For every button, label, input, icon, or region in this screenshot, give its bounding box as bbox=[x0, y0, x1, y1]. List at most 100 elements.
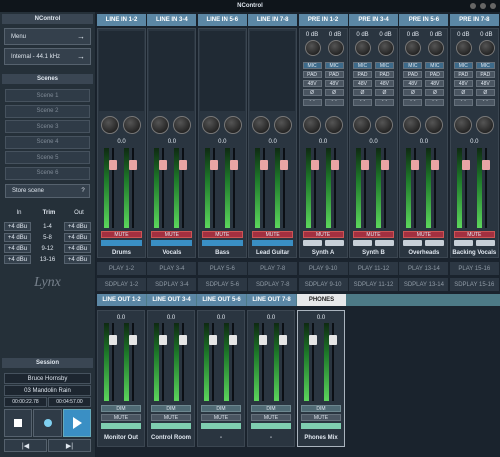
sdplay-slot[interactable]: SDPLAY 9-10 bbox=[298, 278, 348, 291]
pre-button[interactable]: PAD bbox=[453, 71, 473, 78]
link-button[interactable] bbox=[251, 423, 291, 429]
knob[interactable] bbox=[428, 40, 445, 56]
pre-button[interactable]: Ø bbox=[375, 89, 394, 96]
link-button[interactable] bbox=[101, 240, 142, 246]
knob[interactable] bbox=[302, 116, 321, 134]
window-control[interactable] bbox=[470, 3, 476, 9]
pre-button[interactable]: MIC bbox=[302, 62, 322, 69]
knob[interactable] bbox=[324, 116, 343, 134]
eq-button[interactable]: ⌒ bbox=[425, 99, 445, 106]
pre-button[interactable]: 48V bbox=[403, 80, 423, 87]
mute-button[interactable]: MUTE bbox=[101, 231, 142, 238]
link-button[interactable] bbox=[201, 240, 243, 246]
mute-button[interactable]: MUTE bbox=[403, 231, 445, 238]
knob[interactable] bbox=[425, 116, 444, 134]
mute-button[interactable]: MUTE bbox=[101, 414, 141, 421]
fader-cap[interactable] bbox=[229, 334, 237, 345]
scene-button[interactable]: Scene 6 bbox=[5, 166, 90, 180]
sdplay-slot[interactable]: SDPLAY 1-2 bbox=[97, 278, 146, 291]
pre-button[interactable]: PAD bbox=[375, 71, 394, 78]
link-button[interactable] bbox=[353, 240, 372, 246]
fader-cap[interactable] bbox=[209, 160, 218, 170]
mute-button[interactable]: MUTE bbox=[301, 414, 341, 421]
input-tab[interactable]: PRE IN 5-6 bbox=[399, 14, 449, 26]
knob[interactable] bbox=[353, 116, 371, 134]
play-slot[interactable]: PLAY 5-6 bbox=[197, 262, 247, 275]
mute-button[interactable]: MUTE bbox=[353, 231, 394, 238]
pre-button[interactable]: MIC bbox=[475, 62, 495, 69]
knob[interactable] bbox=[478, 40, 495, 56]
eq-button[interactable]: ⌒ bbox=[453, 99, 473, 106]
fader-cap[interactable] bbox=[209, 334, 217, 345]
mute-button[interactable]: MUTE bbox=[251, 414, 291, 421]
play-slot[interactable]: PLAY 11-12 bbox=[349, 262, 398, 275]
output-tab[interactable]: LINE OUT 5-6 bbox=[197, 294, 246, 306]
pre-button[interactable]: PAD bbox=[302, 71, 322, 78]
trim-level[interactable]: +4 dBu bbox=[4, 222, 31, 231]
fader-cap[interactable] bbox=[229, 160, 238, 170]
scene-button[interactable]: Scene 4 bbox=[5, 135, 90, 149]
knob[interactable] bbox=[274, 116, 293, 134]
mute-button[interactable]: MUTE bbox=[453, 231, 495, 238]
dim-button[interactable]: DIM bbox=[101, 405, 141, 412]
play-slot[interactable]: PLAY 3-4 bbox=[147, 262, 197, 275]
help[interactable]: ? bbox=[81, 188, 85, 194]
window-control[interactable] bbox=[480, 3, 486, 9]
fader-cap[interactable] bbox=[481, 160, 490, 170]
knob[interactable] bbox=[173, 116, 192, 134]
eq-button[interactable]: ⌒ bbox=[403, 99, 423, 106]
knob[interactable] bbox=[327, 40, 344, 56]
dim-button[interactable]: DIM bbox=[151, 405, 191, 412]
link-button[interactable] bbox=[375, 240, 394, 246]
scene-button[interactable]: Scene 3 bbox=[5, 120, 90, 133]
pre-button[interactable]: MIC bbox=[403, 62, 423, 69]
trim-level[interactable]: +4 dBu bbox=[4, 255, 31, 264]
knob[interactable] bbox=[123, 116, 141, 134]
dim-button[interactable]: DIM bbox=[201, 405, 241, 412]
fader-cap[interactable] bbox=[159, 160, 168, 170]
pre-button[interactable]: 48V bbox=[375, 80, 394, 87]
sdplay-slot[interactable]: SDPLAY 13-14 bbox=[399, 278, 449, 291]
link-button[interactable] bbox=[302, 240, 322, 246]
mute-button[interactable]: MUTE bbox=[302, 231, 344, 238]
knob[interactable] bbox=[304, 40, 321, 56]
pre-button[interactable]: MIC bbox=[425, 62, 445, 69]
stop-button[interactable] bbox=[4, 409, 32, 437]
fader-cap[interactable] bbox=[179, 160, 188, 170]
link-button[interactable] bbox=[453, 240, 473, 246]
pre-button[interactable]: PAD bbox=[403, 71, 423, 78]
pre-button[interactable]: MIC bbox=[353, 62, 372, 69]
next-button[interactable]: ▶| bbox=[48, 439, 91, 452]
trim-level[interactable]: +4 dBu bbox=[4, 233, 31, 242]
pre-button[interactable]: 48V bbox=[353, 80, 372, 87]
mute-button[interactable]: MUTE bbox=[151, 414, 191, 421]
play-button[interactable] bbox=[63, 409, 91, 437]
pre-button[interactable]: MIC bbox=[324, 62, 344, 69]
fader-cap[interactable] bbox=[361, 160, 369, 170]
trim-level[interactable]: +4 dBu bbox=[64, 244, 91, 253]
fader-cap[interactable] bbox=[329, 334, 337, 345]
fader-cap[interactable] bbox=[461, 160, 470, 170]
store-scene-button[interactable]: Store scene bbox=[5, 184, 90, 198]
play-slot[interactable]: PLAY 13-14 bbox=[399, 262, 449, 275]
play-slot[interactable]: PLAY 7-8 bbox=[248, 262, 298, 275]
knob[interactable] bbox=[378, 40, 394, 56]
pre-button[interactable]: 48V bbox=[302, 80, 322, 87]
knob[interactable] bbox=[252, 116, 271, 134]
output-tab[interactable]: LINE OUT 3-4 bbox=[147, 294, 196, 306]
sdplay-slot[interactable]: SDPLAY 5-6 bbox=[197, 278, 247, 291]
mute-button[interactable]: MUTE bbox=[151, 231, 193, 238]
trim-level[interactable]: +4 dBu bbox=[4, 244, 31, 253]
fader-cap[interactable] bbox=[381, 160, 389, 170]
window-control[interactable] bbox=[490, 3, 496, 9]
input-tab[interactable]: LINE IN 1-2 bbox=[97, 14, 146, 26]
eq-button[interactable]: ⌒ bbox=[324, 99, 344, 106]
pre-button[interactable]: 48V bbox=[324, 80, 344, 87]
pre-button[interactable]: PAD bbox=[324, 71, 344, 78]
fader-cap[interactable] bbox=[309, 334, 317, 345]
input-tab[interactable]: LINE IN 3-4 bbox=[147, 14, 197, 26]
eq-button[interactable]: ⌒ bbox=[353, 99, 372, 106]
menu-button[interactable]: Menu bbox=[4, 28, 91, 45]
trim-level[interactable]: +4 dBu bbox=[64, 222, 91, 231]
fader-cap[interactable] bbox=[129, 334, 137, 345]
